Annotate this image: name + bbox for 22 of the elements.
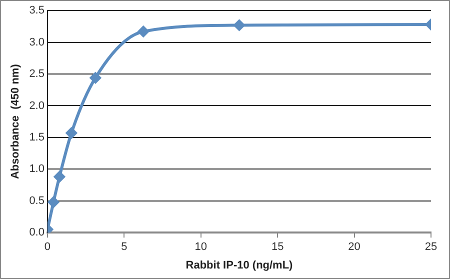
x-tick-label: 10	[194, 241, 208, 254]
y-axis-title: Absorbance (450 nm)	[10, 64, 22, 180]
y-tick-label: 1.5	[29, 131, 44, 144]
point	[234, 20, 245, 31]
y-tick-label: 0.5	[29, 194, 44, 207]
point	[90, 72, 101, 84]
y-tick-label: 0.0	[29, 226, 44, 239]
x-tick-label: 5	[121, 241, 128, 254]
x-tick-label: 15	[271, 241, 284, 254]
point	[48, 196, 59, 208]
y-tick-label: 3.5	[29, 4, 44, 17]
y-tick-label: 3.0	[29, 36, 44, 48]
x-axis-title: Rabbit IP-10 (ng/mL)	[186, 259, 294, 272]
point	[54, 171, 65, 182]
x-tick-label: 20	[348, 241, 360, 254]
y-tick-label: 2.5	[29, 68, 44, 80]
point	[138, 26, 149, 38]
y-tick-label: 1.0	[29, 163, 44, 176]
x-tick-label: 25	[424, 241, 438, 254]
point	[66, 128, 77, 139]
x-tick-label: 0	[44, 241, 51, 254]
y-tick-label: 2.0	[29, 100, 44, 112]
